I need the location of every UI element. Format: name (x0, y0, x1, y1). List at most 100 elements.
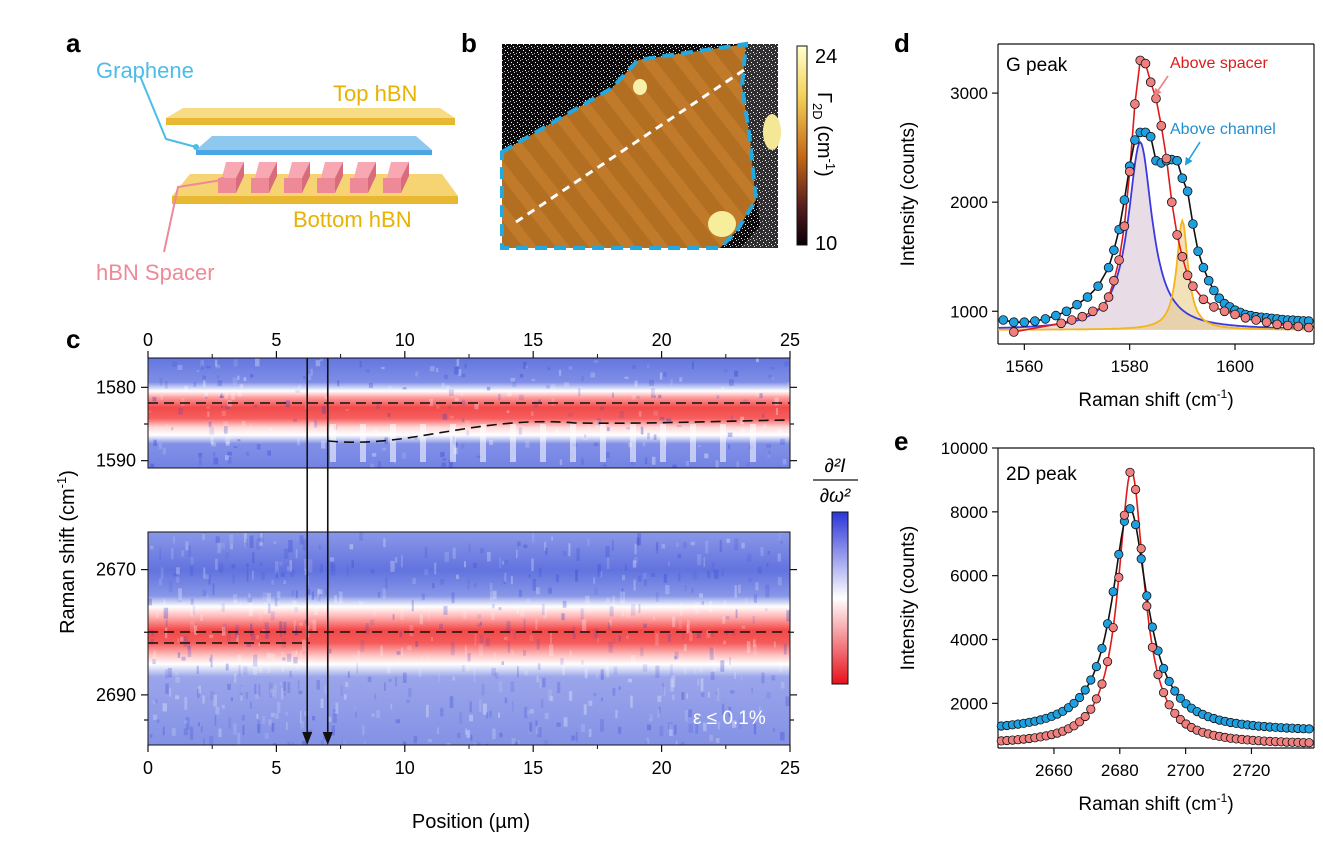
map-noise-pixel (289, 560, 292, 572)
map-noise-pixel (720, 660, 725, 672)
map-noise-pixel (277, 701, 281, 714)
map-noise-pixel (651, 572, 655, 577)
map-noise-pixel (684, 663, 687, 675)
map-noise-pixel (445, 385, 450, 389)
map-noise-pixel (399, 609, 405, 620)
map-noise-pixel (306, 589, 311, 595)
map-noise-pixel (319, 563, 323, 573)
map-noise-pixel (740, 416, 744, 425)
map-noise-pixel (300, 720, 305, 729)
map-noise-pixel (615, 709, 618, 719)
map-noise-pixel (148, 598, 152, 606)
above-spacer-point (1130, 99, 1140, 109)
map-noise-pixel (296, 660, 301, 670)
map-noise-pixel (396, 651, 401, 655)
map-noise-pixel (599, 406, 605, 411)
map-noise-pixel (727, 432, 733, 438)
map-noise-pixel (734, 538, 739, 551)
map-noise-pixel (359, 361, 362, 368)
map-noise-pixel (533, 401, 539, 408)
map-noise-pixel (206, 594, 209, 599)
map-noise-pixel (634, 557, 638, 564)
map-noise-pixel (176, 576, 180, 583)
map-noise-pixel (524, 670, 529, 676)
map-noise-pixel (231, 393, 235, 400)
map-noise-pixel (532, 532, 535, 544)
map-noise-pixel (595, 420, 600, 428)
map-noise-pixel (672, 616, 676, 628)
top-x-tick-label: 0 (143, 330, 153, 350)
map-noise-pixel (775, 407, 778, 415)
map-noise-pixel (301, 639, 307, 652)
map-noise-pixel (412, 577, 416, 584)
map-noise-pixel (510, 681, 515, 692)
map-noise-pixel (210, 654, 213, 668)
spacer-bar (383, 178, 401, 193)
map-noise-pixel (285, 400, 290, 407)
map-noise-pixel (474, 583, 477, 588)
map-noise-pixel (291, 590, 294, 597)
map-noise-pixel (714, 569, 719, 579)
map-noise-pixel (524, 365, 528, 369)
above-channel-point (1188, 219, 1198, 229)
map-noise-pixel (466, 730, 470, 738)
map-noise-pixel (196, 605, 199, 611)
map-noise-pixel (674, 651, 679, 659)
map-noise-pixel (698, 662, 703, 673)
above-channel-point (1164, 676, 1174, 687)
map-noise-pixel (511, 701, 514, 712)
map-noise-pixel (452, 547, 456, 559)
map-noise-pixel (383, 538, 386, 548)
map-noise-pixel (173, 536, 175, 544)
map-noise-pixel (256, 538, 261, 550)
map-noise-pixel (649, 718, 652, 722)
map-noise-pixel (728, 706, 732, 717)
map-noise-pixel (474, 633, 477, 646)
map-noise-pixel (647, 432, 650, 440)
panel-c: c ε ≤ 0.1% 0 0 5 5 10 10 15 15 20 20 25 25 1580 1590 2… (54, 324, 858, 833)
map-noise-pixel (165, 423, 169, 428)
above-channel-label: Above channel (1170, 121, 1276, 138)
map-noise-pixel (440, 707, 444, 717)
map-noise-pixel (739, 719, 742, 729)
map-noise-pixel (651, 456, 656, 465)
map-noise-pixel (575, 569, 578, 582)
y-tick-label: 3000 (950, 84, 988, 103)
map-noise-pixel (401, 555, 403, 568)
map-noise-pixel (409, 625, 414, 637)
map-noise-pixel (665, 585, 670, 595)
map-noise-pixel (394, 676, 397, 687)
map-noise-pixel (347, 671, 350, 678)
map-noise-pixel (634, 543, 637, 555)
above-spacer-point (1151, 93, 1161, 104)
map-noise-pixel (158, 442, 162, 450)
map-noise-pixel (426, 704, 429, 718)
map-noise-pixel (455, 574, 459, 579)
map-noise-pixel (413, 736, 418, 744)
map-noise-pixel (295, 549, 298, 559)
map-noise-pixel (424, 546, 428, 558)
map-noise-pixel (302, 740, 307, 745)
map-noise-pixel (606, 452, 610, 458)
map-noise-pixel (215, 558, 218, 570)
map-noise-pixel (778, 532, 783, 541)
map-noise-pixel (217, 380, 222, 387)
above-spacer-point (1145, 77, 1156, 87)
map-noise-pixel (597, 564, 602, 577)
map-noise-pixel (689, 632, 693, 641)
map-noise-pixel (544, 541, 547, 551)
map-noise-pixel (165, 669, 168, 679)
map-noise-pixel (736, 461, 739, 468)
map-noise-pixel (197, 722, 200, 727)
map-noise-pixel (705, 540, 709, 554)
above-spacer-point (1147, 642, 1158, 652)
map-noise-pixel (516, 541, 521, 547)
map-noise-pixel (256, 714, 259, 719)
map-noise-pixel (236, 634, 239, 643)
map-noise-pixel (202, 375, 206, 380)
2d-map-y-tick-label: 2670 (96, 560, 136, 580)
panel-c-ylabel: Raman shift (cm-1) (54, 470, 79, 634)
map-noise-pixel (302, 538, 307, 551)
map-noise-pixel (283, 548, 289, 559)
